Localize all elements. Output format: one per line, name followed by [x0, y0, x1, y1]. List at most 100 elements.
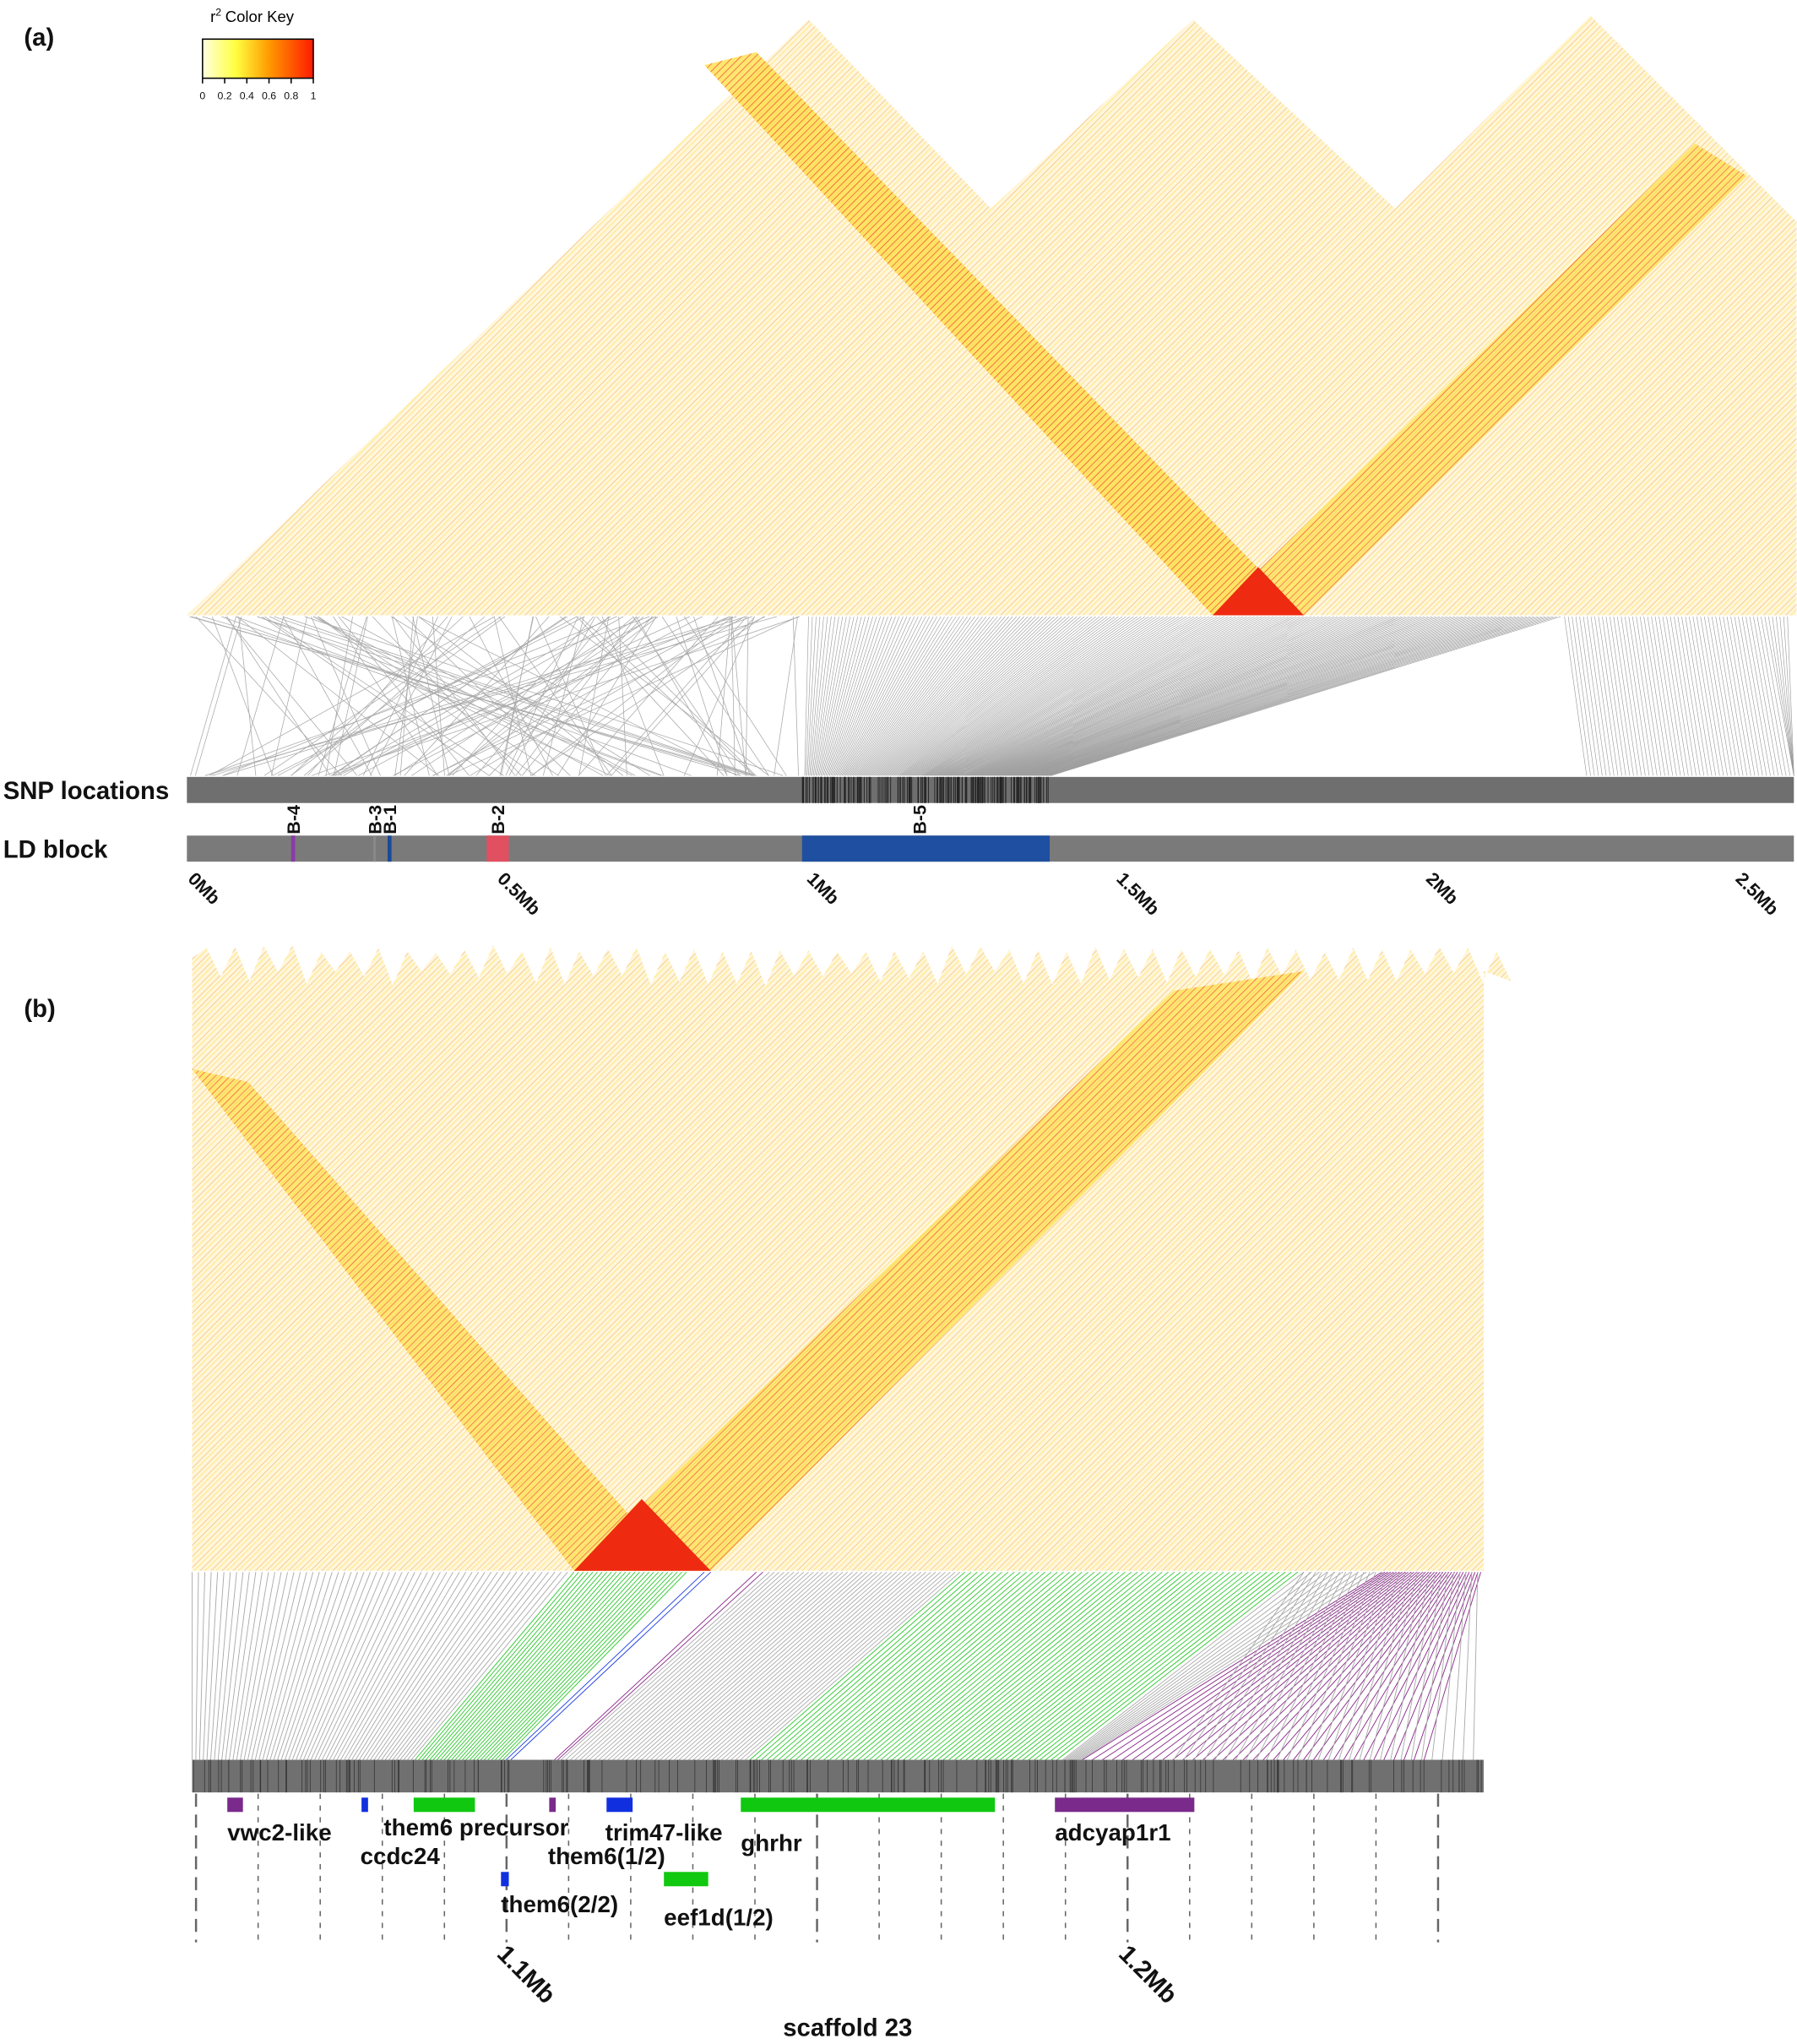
- connector: [1730, 616, 1759, 776]
- snp-track: [192, 1759, 1484, 1793]
- connector: [897, 1571, 1126, 1760]
- connector: [282, 616, 757, 776]
- gene-box: [664, 1872, 708, 1887]
- connector: [1651, 616, 1677, 776]
- connector: [871, 616, 1013, 776]
- connector: [912, 616, 1138, 776]
- connector: [1256, 1572, 1353, 1760]
- connector: [351, 1572, 466, 1760]
- connector: [843, 616, 926, 776]
- connector: [861, 616, 983, 776]
- connector: [931, 616, 1198, 776]
- connector: [191, 616, 749, 776]
- connector: [340, 1572, 448, 1760]
- connector: [343, 616, 624, 776]
- connector: [920, 1571, 1150, 1760]
- connector: [1768, 616, 1794, 776]
- connector: [299, 1572, 377, 1760]
- connector: [1761, 616, 1790, 776]
- connector: [920, 616, 1165, 776]
- connector: [1276, 1572, 1365, 1760]
- connector: [304, 616, 784, 776]
- connector: [1787, 617, 1794, 776]
- connector: [948, 1571, 1181, 1760]
- connector: [865, 616, 995, 776]
- connector: [579, 1571, 790, 1760]
- connector: [1666, 616, 1693, 776]
- connector: [1050, 616, 1557, 776]
- connector: [1024, 616, 1482, 776]
- connector: [236, 1572, 269, 1760]
- connector: [692, 616, 751, 776]
- connector: [1587, 616, 1610, 776]
- connector: [838, 616, 911, 776]
- connector: [1617, 616, 1642, 776]
- connector: [814, 616, 839, 776]
- connector: [1734, 616, 1763, 776]
- connector: [1034, 616, 1508, 776]
- connector: [498, 1571, 682, 1760]
- connector: [817, 1571, 1040, 1760]
- connector: [1343, 1572, 1458, 1760]
- connector: [584, 1571, 795, 1760]
- connector: [1152, 1571, 1403, 1760]
- connector: [636, 616, 728, 776]
- connector: [897, 616, 1093, 776]
- connector: [1064, 1571, 1312, 1760]
- connector: [809, 616, 824, 776]
- connector: [303, 1572, 384, 1760]
- connector: [929, 616, 1191, 776]
- connector: [947, 616, 1247, 776]
- connector: [1703, 616, 1732, 776]
- connector: [257, 616, 753, 776]
- connector: [898, 616, 1096, 776]
- connector: [452, 616, 594, 776]
- connector: [992, 616, 1383, 776]
- connector: [1051, 616, 1561, 776]
- connector: [857, 1571, 1083, 1760]
- connector: [1076, 1571, 1360, 1760]
- connector: [836, 616, 908, 776]
- connector: [1031, 616, 1501, 776]
- connector: [502, 1571, 687, 1760]
- connector: [1723, 616, 1751, 776]
- connector: [1008, 616, 1433, 776]
- connector: [867, 616, 1002, 776]
- connector: [1286, 1572, 1371, 1760]
- connector: [924, 616, 1175, 776]
- connector: [198, 1572, 206, 1760]
- connector: [1359, 1572, 1413, 1760]
- connector: [915, 616, 1149, 776]
- connector: [282, 616, 372, 776]
- connector: [1567, 616, 1591, 776]
- connector: [631, 1571, 844, 1760]
- connector: [1662, 616, 1689, 776]
- connector: [1203, 1571, 1418, 1760]
- connector: [238, 616, 257, 776]
- connector: [875, 616, 1024, 776]
- connector: [296, 1572, 371, 1760]
- connector: [1363, 1572, 1464, 1760]
- connector: [1162, 1571, 1406, 1760]
- connector: [535, 616, 606, 776]
- connector: [1317, 1572, 1388, 1760]
- connector: [372, 616, 522, 776]
- connector: [908, 616, 1127, 776]
- connector: [396, 1572, 543, 1760]
- ld-band: [573, 970, 1304, 1571]
- connector: [903, 616, 1111, 776]
- connector: [1643, 616, 1669, 776]
- ld-block: [373, 835, 377, 862]
- connector: [953, 616, 1262, 776]
- connector: [291, 1572, 365, 1760]
- connector: [1303, 1572, 1447, 1760]
- connector: [683, 616, 755, 776]
- connector: [1074, 1571, 1351, 1760]
- connector: [939, 616, 1221, 776]
- block-label: B-5: [909, 805, 930, 834]
- connector: [369, 616, 453, 776]
- connector: [994, 616, 1387, 776]
- connector: [984, 616, 1357, 776]
- connector: [721, 1571, 937, 1760]
- connector: [917, 616, 1153, 776]
